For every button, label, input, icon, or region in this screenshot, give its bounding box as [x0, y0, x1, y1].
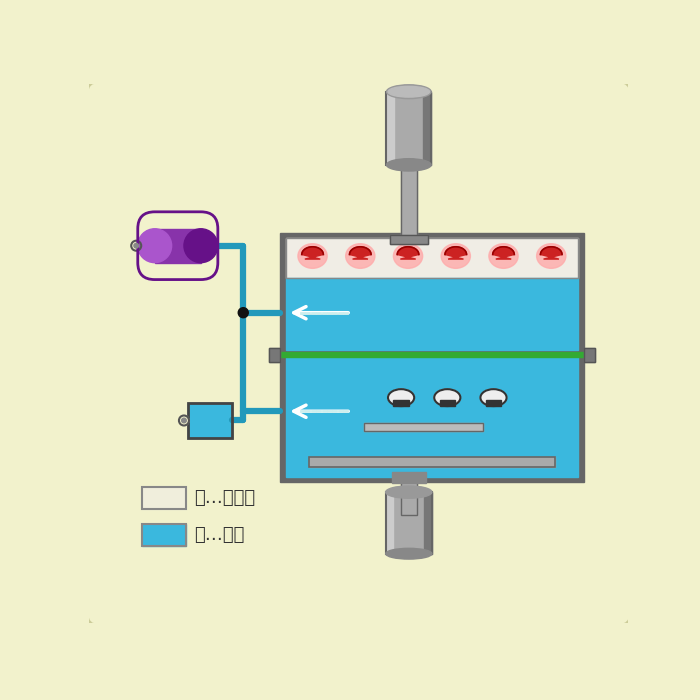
Bar	[269, 348, 280, 362]
Bar	[141, 487, 186, 509]
Bar	[424, 92, 431, 165]
Ellipse shape	[179, 416, 189, 426]
Ellipse shape	[238, 308, 248, 318]
Bar	[280, 352, 584, 482]
Bar	[401, 165, 416, 238]
Ellipse shape	[134, 244, 139, 248]
Bar	[401, 477, 416, 515]
Bar	[188, 402, 232, 438]
Polygon shape	[302, 247, 323, 259]
Bar	[401, 165, 416, 238]
Ellipse shape	[441, 244, 470, 268]
Polygon shape	[493, 247, 514, 259]
Text: 青…真空: 青…真空	[194, 526, 244, 544]
Bar	[584, 348, 595, 362]
Bar	[389, 235, 428, 244]
Bar	[392, 472, 426, 483]
Ellipse shape	[537, 244, 566, 268]
Bar	[286, 278, 578, 349]
Bar	[286, 357, 578, 477]
Ellipse shape	[480, 389, 507, 406]
Ellipse shape	[388, 389, 414, 406]
Ellipse shape	[184, 229, 218, 262]
Bar	[286, 238, 578, 278]
Ellipse shape	[138, 229, 172, 262]
Bar	[286, 238, 578, 278]
Ellipse shape	[182, 418, 186, 423]
Ellipse shape	[131, 241, 141, 251]
Ellipse shape	[434, 389, 461, 406]
Ellipse shape	[386, 85, 431, 99]
Bar	[584, 348, 595, 362]
Polygon shape	[445, 247, 466, 259]
Bar	[386, 492, 432, 554]
Bar	[280, 232, 584, 355]
Bar	[386, 492, 432, 554]
Bar	[270, 352, 594, 357]
Bar	[141, 487, 186, 509]
Bar	[401, 477, 416, 515]
Bar	[269, 348, 280, 362]
Bar	[141, 524, 186, 546]
Bar	[486, 400, 501, 406]
Ellipse shape	[386, 548, 432, 559]
Bar	[364, 423, 484, 431]
Bar	[155, 229, 201, 262]
Bar	[386, 92, 431, 165]
Bar	[386, 92, 394, 165]
FancyBboxPatch shape	[87, 82, 631, 625]
Ellipse shape	[388, 86, 430, 97]
Ellipse shape	[346, 244, 375, 268]
Bar	[440, 400, 455, 406]
Bar	[386, 492, 393, 554]
Polygon shape	[349, 247, 371, 259]
Polygon shape	[540, 247, 562, 259]
Polygon shape	[398, 247, 419, 259]
Ellipse shape	[386, 159, 431, 171]
Bar	[309, 458, 555, 468]
Bar	[364, 423, 484, 431]
Bar	[188, 402, 232, 438]
Bar	[141, 524, 186, 546]
Bar	[309, 458, 555, 468]
Text: 黄…大気圧: 黄…大気圧	[194, 489, 255, 508]
Bar	[389, 235, 428, 244]
Bar	[386, 92, 431, 165]
Bar	[393, 400, 409, 406]
Ellipse shape	[489, 244, 518, 268]
Bar	[424, 492, 432, 554]
Ellipse shape	[386, 486, 432, 498]
Ellipse shape	[393, 244, 423, 268]
Ellipse shape	[298, 244, 327, 268]
